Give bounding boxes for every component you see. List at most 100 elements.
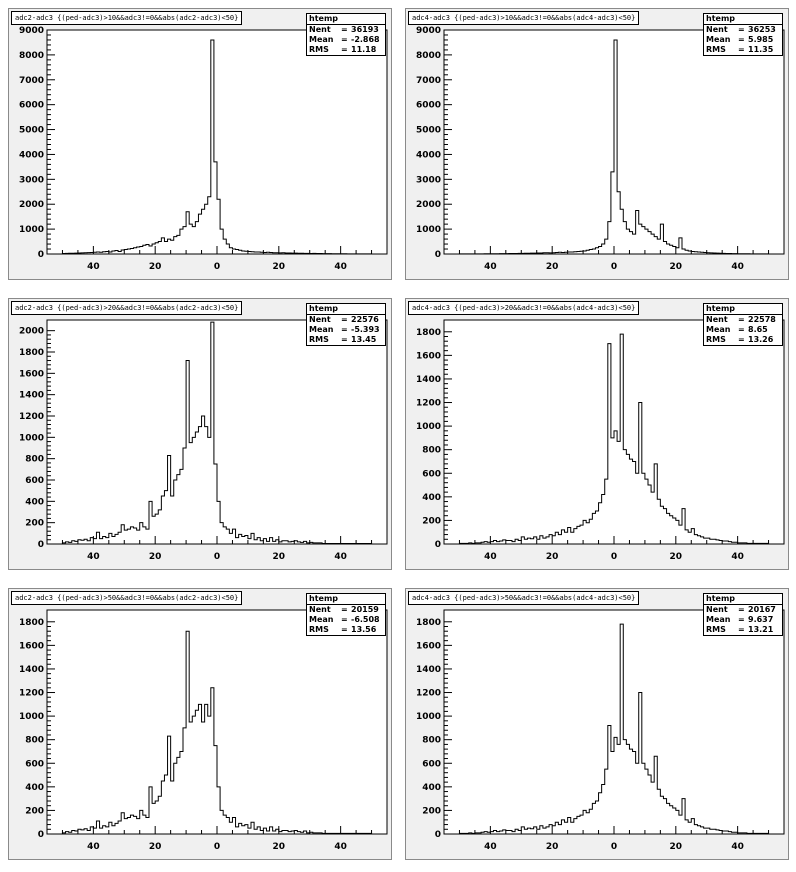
y-tick-label: 3000 [19, 175, 44, 185]
stats-entries: Nent = 20167 [704, 605, 782, 615]
stats-equals: = [341, 45, 348, 54]
y-tick-label: 1000 [19, 712, 44, 722]
histogram-title: adc4-adc3 {(ped-adc3)>20&&adc3!=0&&abs(a… [408, 301, 640, 315]
y-tick-label: 7000 [416, 76, 441, 86]
stats-box: htemp Nent = 22578 Mean = 8.65 RMS = 13.26 [703, 303, 783, 346]
stats-label: Nent [309, 315, 331, 324]
stats-value: 11.35 [748, 45, 774, 54]
stats-value: -6.508 [351, 615, 380, 624]
x-tick-label: 40 [484, 552, 497, 562]
stats-value: -5.393 [351, 325, 380, 334]
histogram-series [61, 321, 373, 544]
histogram-series [61, 630, 373, 834]
y-tick-label: 600 [25, 759, 44, 769]
x-tick-label: 0 [611, 262, 617, 272]
stats-entries: Nent = 36253 [704, 25, 782, 35]
x-tick-label: 20 [273, 842, 286, 852]
y-tick-label: 600 [25, 476, 44, 486]
x-tick-label: 20 [670, 552, 683, 562]
stats-equals: = [738, 335, 745, 344]
x-tick-label: 20 [670, 842, 683, 852]
y-tick-label: 1000 [416, 712, 441, 722]
x-tick-label: 20 [670, 262, 683, 272]
y-tick-label: 400 [422, 783, 441, 793]
y-tick-label: 0 [38, 250, 44, 260]
y-tick-label: 800 [25, 455, 44, 465]
stats-value: 13.26 [748, 335, 774, 344]
histogram-series [458, 623, 770, 834]
stats-box: htemp Nent = 20159 Mean = -6.508 RMS = 13.56 [306, 593, 386, 636]
y-tick-label: 800 [422, 446, 441, 456]
y-tick-label: 0 [38, 830, 44, 840]
plot-frame [443, 609, 785, 835]
stats-label: Mean [706, 615, 731, 624]
stats-mean: Mean = -6.508 [307, 615, 385, 625]
stats-rms: RMS = 13.21 [704, 625, 782, 635]
stats-mean: Mean = 8.65 [704, 325, 782, 335]
histogram-series [458, 333, 770, 544]
stats-label: RMS [309, 335, 329, 344]
histogram-pad-2: 0 1000 2000 3000 4000 5000 6000 7000 8000 9000 40 2… [405, 8, 789, 280]
y-tick-label: 1000 [416, 422, 441, 432]
x-tick-label: 40 [334, 262, 347, 272]
y-tick-label: 1000 [19, 433, 44, 443]
stats-entries: Nent = 36193 [307, 25, 385, 35]
histogram-title: adc2-adc3 {(ped-adc3)>50&&adc3!=0&&abs(a… [11, 591, 243, 605]
stats-equals: = [738, 615, 745, 624]
histogram-title: adc2-adc3 {(ped-adc3)>10&&adc3!=0&&abs(a… [11, 11, 243, 25]
x-tick-label: 20 [546, 262, 559, 272]
stats-equals: = [738, 45, 745, 54]
stats-name: htemp [307, 14, 385, 25]
y-tick-label: 1400 [19, 391, 44, 401]
y-tick-label: 200 [422, 516, 441, 526]
y-tick-label: 8000 [416, 51, 441, 61]
stats-mean: Mean = 5.985 [704, 35, 782, 45]
y-tick-label: 400 [25, 497, 44, 507]
y-tick-label: 5000 [416, 126, 441, 136]
y-tick-label: 0 [435, 250, 441, 260]
y-tick-label: 1200 [19, 689, 44, 699]
histogram-pad-4: 0 200 400 600 800 1000 1200 1400 1600 1800 40 20 0 20… [405, 298, 789, 570]
stats-value: 22576 [351, 315, 379, 324]
stats-value: 36193 [351, 25, 379, 34]
histogram-pad-5: 0 200 400 600 800 1000 1200 1400 1600 1800 40 20 0 20… [8, 588, 392, 860]
stats-rms: RMS = 13.45 [307, 335, 385, 345]
y-tick-label: 1600 [416, 351, 441, 361]
y-tick-label: 1600 [19, 641, 44, 651]
stats-equals: = [341, 335, 348, 344]
x-tick-label: 20 [273, 262, 286, 272]
y-tick-label: 1400 [19, 665, 44, 675]
stats-box: htemp Nent = 36253 Mean = 5.985 RMS = 11.35 [703, 13, 783, 56]
y-tick-label: 3000 [416, 175, 441, 185]
y-tick-label: 1600 [416, 641, 441, 651]
x-tick-label: 0 [611, 552, 617, 562]
stats-label: Nent [706, 25, 728, 34]
stats-name: htemp [307, 304, 385, 315]
y-tick-label: 6000 [416, 101, 441, 111]
y-tick-label: 0 [435, 830, 441, 840]
stats-label: Mean [309, 615, 334, 624]
x-tick-label: 40 [484, 262, 497, 272]
stats-value: 13.45 [351, 335, 377, 344]
x-tick-label: 40 [334, 842, 347, 852]
stats-label: Mean [309, 325, 334, 334]
stats-label: Nent [309, 605, 331, 614]
stats-equals: = [341, 605, 348, 614]
stats-value: 8.65 [748, 325, 768, 334]
y-tick-label: 1400 [416, 375, 441, 385]
stats-box: htemp Nent = 20167 Mean = 9.637 RMS = 13.21 [703, 593, 783, 636]
stats-value: 20159 [351, 605, 379, 614]
stats-box: htemp Nent = 36193 Mean = -2.868 RMS = 11.18 [306, 13, 386, 56]
stats-name: htemp [704, 304, 782, 315]
stats-box: htemp Nent = 22576 Mean = -5.393 RMS = 13.45 [306, 303, 386, 346]
x-tick-label: 40 [731, 552, 744, 562]
stats-name: htemp [307, 594, 385, 605]
y-tick-label: 1400 [416, 665, 441, 675]
y-tick-label: 200 [25, 519, 44, 529]
x-tick-label: 0 [214, 262, 220, 272]
stats-rms: RMS = 11.18 [307, 45, 385, 55]
stats-label: Nent [706, 315, 728, 324]
